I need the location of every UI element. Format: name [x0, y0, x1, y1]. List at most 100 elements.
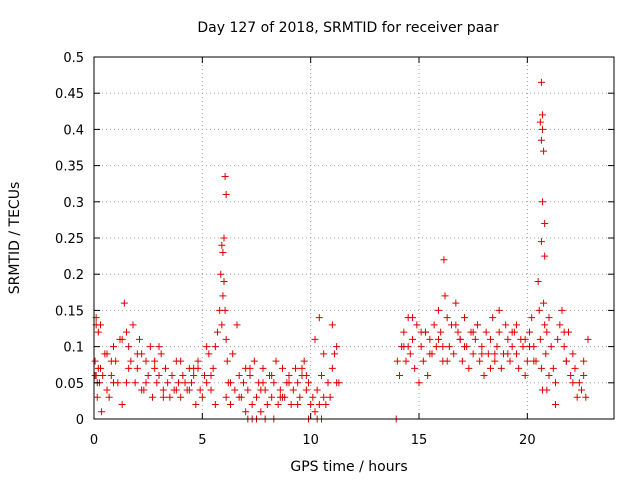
- data-point: [110, 343, 117, 351]
- data-point: [305, 379, 312, 387]
- data-point: [465, 364, 473, 372]
- data-point: [149, 393, 156, 401]
- data-point: [103, 350, 111, 358]
- data-point: [285, 372, 293, 380]
- y-tick-label: 0.5: [63, 51, 84, 66]
- data-point: [270, 379, 278, 387]
- data-point: [562, 357, 570, 365]
- data-point: [439, 343, 447, 351]
- data-point: [456, 335, 464, 343]
- data-point: [543, 328, 551, 336]
- data-point: [307, 401, 315, 409]
- data-point: [151, 357, 159, 365]
- data-point: [185, 386, 193, 394]
- data-point: [233, 321, 241, 329]
- data-point: [159, 386, 167, 394]
- data-point: [250, 357, 258, 365]
- data-point: [571, 364, 579, 372]
- data-point: [584, 335, 592, 343]
- data-point: [471, 335, 479, 343]
- x-tick-label: 15: [411, 433, 428, 448]
- data-point: [315, 314, 323, 322]
- data-point: [443, 357, 451, 365]
- data-point: [541, 252, 549, 260]
- data-point: [543, 386, 551, 394]
- data-point: [452, 321, 460, 329]
- data-point: [279, 393, 286, 401]
- data-point: [541, 220, 549, 228]
- data-point: [540, 299, 548, 307]
- data-point: [445, 343, 453, 351]
- data-point: [519, 343, 527, 351]
- data-point: [274, 401, 282, 409]
- data-point: [223, 357, 231, 365]
- data-point: [166, 393, 174, 401]
- data-point: [181, 379, 189, 387]
- data-point: [142, 379, 150, 387]
- data-point: [320, 350, 328, 358]
- data-point: [192, 401, 200, 409]
- data-point: [207, 372, 215, 380]
- data-point: [409, 314, 416, 322]
- data-point: [530, 357, 538, 365]
- data-point: [142, 357, 150, 365]
- data-point: [222, 393, 230, 401]
- data-point: [328, 364, 336, 372]
- y-tick-label: 0.1: [63, 341, 84, 356]
- data-point: [474, 321, 481, 329]
- data-point: [91, 372, 99, 380]
- data-point: [227, 379, 234, 387]
- data-point: [422, 328, 429, 336]
- data-point: [136, 335, 143, 343]
- data-point: [177, 357, 185, 365]
- data-point: [545, 314, 553, 322]
- data-point: [125, 343, 133, 351]
- data-point: [484, 350, 492, 358]
- data-point: [296, 393, 304, 401]
- data-point: [578, 386, 585, 394]
- data-point: [489, 314, 497, 322]
- data-point: [324, 379, 332, 387]
- data-point: [478, 343, 486, 351]
- data-point: [552, 401, 559, 409]
- data-point: [573, 393, 581, 401]
- data-point: [495, 306, 503, 314]
- data-point: [276, 386, 284, 394]
- data-point: [268, 393, 276, 401]
- data-point: [99, 372, 107, 380]
- data-point: [138, 386, 146, 394]
- data-point: [402, 357, 410, 365]
- data-point: [220, 234, 228, 242]
- data-point: [558, 306, 566, 314]
- data-point: [93, 393, 101, 401]
- data-point: [523, 357, 531, 365]
- data-point: [227, 401, 234, 409]
- data-point: [554, 335, 562, 343]
- data-point: [506, 357, 514, 365]
- data-point: [242, 364, 250, 372]
- data-point: [556, 321, 564, 329]
- data-point: [110, 379, 117, 387]
- data-point: [400, 328, 408, 336]
- data-point: [508, 328, 516, 336]
- data-point: [396, 372, 403, 380]
- data-point: [497, 364, 505, 372]
- data-point: [196, 386, 204, 394]
- data-point: [567, 372, 575, 380]
- data-point: [313, 386, 321, 394]
- data-point: [257, 386, 265, 394]
- data-point: [491, 357, 499, 365]
- data-point: [292, 364, 299, 372]
- data-point: [188, 379, 195, 387]
- data-point: [461, 314, 468, 322]
- data-point: [222, 191, 230, 199]
- data-point: [118, 335, 126, 343]
- data-point: [285, 379, 293, 387]
- x-tick-label: 20: [519, 433, 536, 448]
- data-points: [91, 78, 592, 423]
- data-point: [211, 401, 219, 409]
- data-point: [155, 372, 163, 380]
- data-point: [458, 357, 466, 365]
- data-point: [190, 372, 198, 380]
